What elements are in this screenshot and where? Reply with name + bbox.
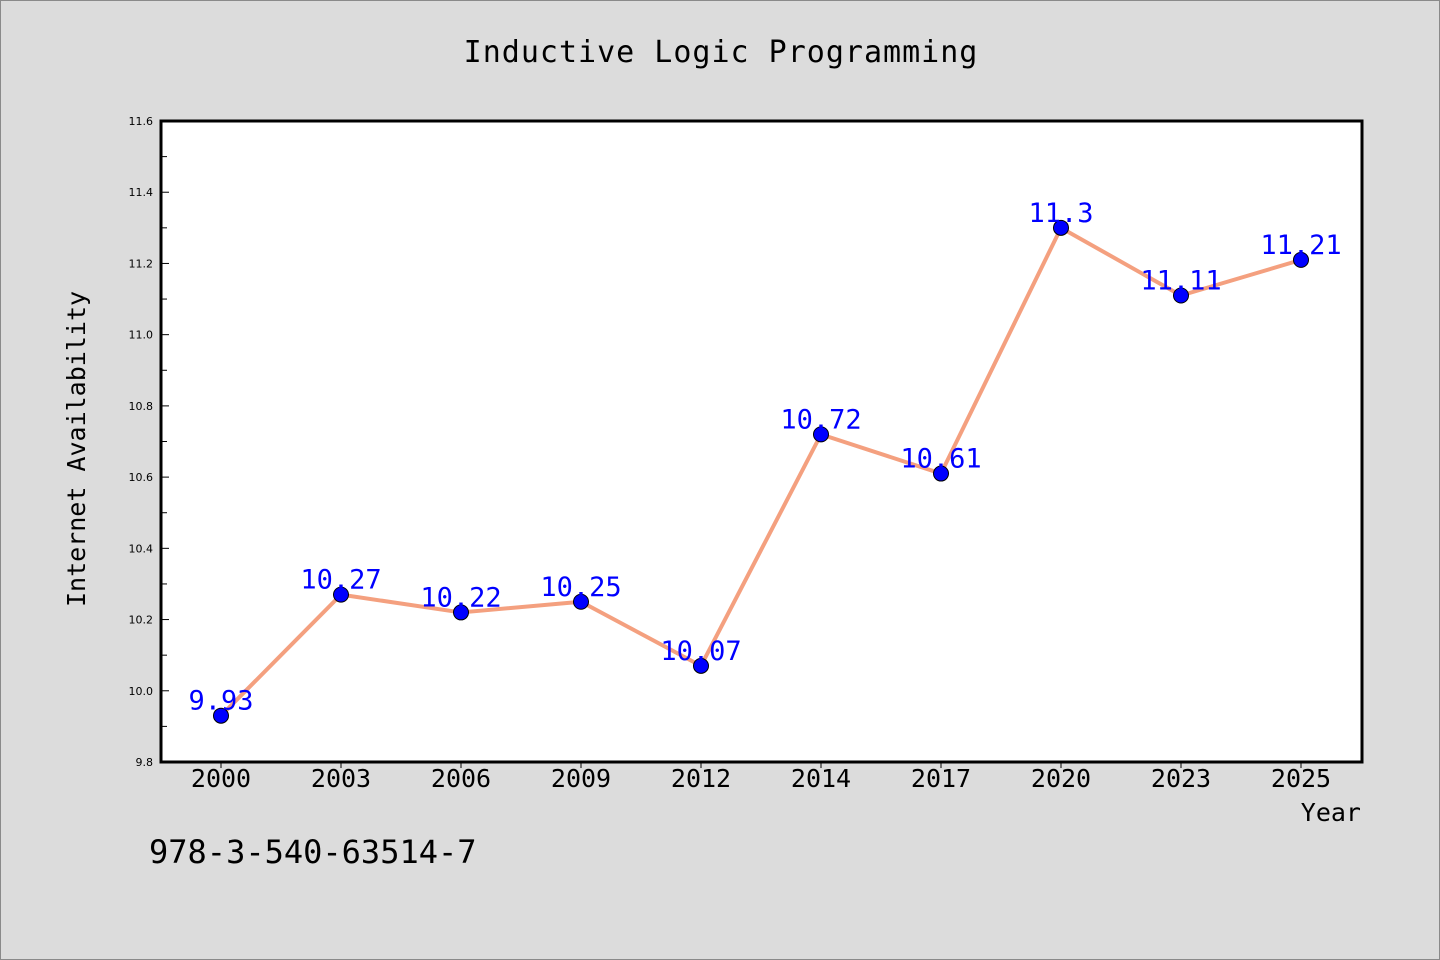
x-tick-label: 2006 (431, 764, 491, 793)
x-axis-label: Year (1301, 798, 1361, 827)
y-axis-label: Internet Availability (62, 291, 91, 607)
x-tick-label: 2025 (1271, 764, 1331, 793)
data-label: 10.61 (900, 444, 981, 475)
data-label: 10.07 (660, 636, 741, 667)
x-tick-label: 2003 (311, 764, 371, 793)
data-point (813, 426, 829, 443)
data-label: 10.72 (780, 404, 861, 435)
data-point (213, 707, 229, 724)
x-tick-label: 2000 (191, 764, 251, 793)
y-tick-label: 11.6 (129, 115, 154, 128)
data-point (933, 465, 949, 482)
data-point (1173, 287, 1189, 304)
data-point (1293, 251, 1309, 268)
data-point (453, 604, 469, 621)
y-tick-label: 10.8 (129, 400, 154, 413)
plot-area (159, 119, 1364, 764)
y-tick-label: 11.0 (129, 329, 154, 342)
data-labels: 9.93 10.27 10.22 10.25 10.07 10.72 10.61 11.3 11… (188, 198, 1341, 717)
data-label: 9.93 (188, 686, 253, 717)
x-tick-label: 2020 (1031, 764, 1091, 793)
y-tick-label: 9.8 (136, 756, 154, 769)
data-label: 10.22 (420, 582, 501, 613)
data-label: 10.27 (300, 565, 381, 596)
data-point (573, 593, 589, 610)
y-tick-label: 10.4 (129, 542, 154, 555)
x-tick-label: 2009 (551, 764, 611, 793)
y-tick-label: 10.2 (129, 614, 154, 627)
x-tick-label: 2012 (671, 764, 731, 793)
chart-title: Inductive Logic Programming (463, 35, 979, 70)
data-point (693, 657, 709, 674)
series-line (219, 225, 1303, 718)
y-tick-label: 10.0 (129, 685, 154, 698)
data-label: 10.25 (540, 572, 621, 603)
y-tick-label: 10.6 (129, 471, 154, 484)
data-point (333, 586, 349, 603)
x-tick-label: 2014 (791, 764, 851, 793)
data-label: 11.21 (1260, 230, 1341, 261)
y-tick-label: 11.2 (129, 257, 154, 270)
y-axis: 9.8 10.0 10.2 10.4 10.6 10.8 11.0 11.2 11.4 11.6 (129, 115, 169, 769)
x-tick-label: 2017 (911, 764, 971, 793)
data-label: 11.3 (1028, 198, 1093, 229)
data-label: 11.11 (1140, 265, 1221, 296)
data-point (1053, 219, 1069, 236)
x-axis: 2000 2003 2006 2009 2012 2014 2017 2020 2023 2025 (191, 762, 1331, 793)
x-tick-label: 2023 (1151, 764, 1211, 793)
series-markers (213, 219, 1309, 724)
y-tick-label: 11.4 (129, 186, 154, 199)
footer-isbn: 978-3-540-63514-7 (149, 833, 477, 871)
